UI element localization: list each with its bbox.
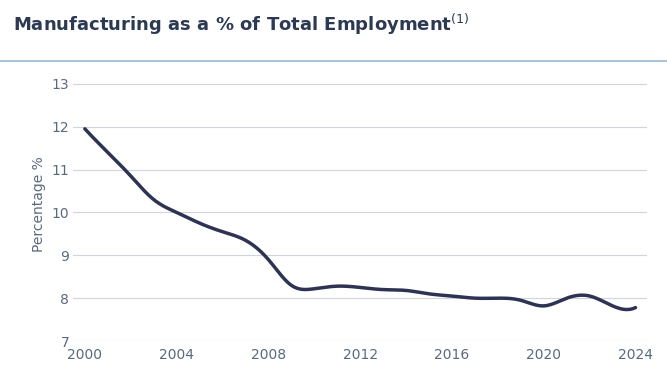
Y-axis label: Percentage %: Percentage % (32, 156, 46, 252)
Text: Manufacturing as a % of Total Employment$^{(1)}$: Manufacturing as a % of Total Employment… (13, 12, 470, 37)
